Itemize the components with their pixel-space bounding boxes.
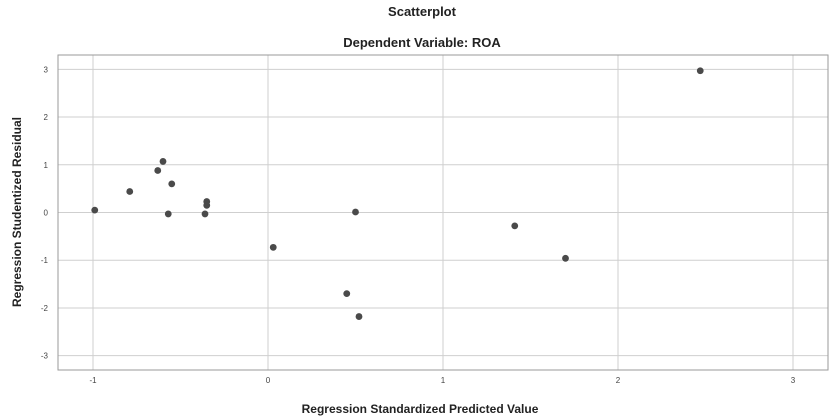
scatter-point	[168, 180, 176, 188]
y-tick-label: 3	[44, 65, 49, 74]
chart-title: Scatterplot	[388, 4, 457, 19]
y-tick-label: -1	[41, 256, 49, 265]
scatter-point	[201, 210, 209, 218]
y-tick-label: 0	[44, 209, 49, 218]
scatter-point	[154, 167, 162, 174]
scatter-point	[164, 210, 172, 218]
y-axis-label: Regression Studentized Residual	[10, 117, 24, 307]
scatter-point	[343, 290, 351, 298]
y-tick-label: -3	[41, 352, 49, 361]
data-points	[91, 67, 704, 320]
x-tick-label: 2	[616, 376, 621, 385]
scatter-point	[511, 222, 519, 230]
y-tick-label: 2	[44, 113, 49, 122]
chart-subtitle: Dependent Variable: ROA	[343, 35, 501, 50]
scatter-point	[159, 158, 167, 165]
plot-frame	[57, 54, 829, 371]
y-tick-label: 1	[44, 161, 49, 170]
scatter-point	[696, 67, 704, 75]
y-tick-label: -2	[41, 304, 49, 313]
scatter-point	[203, 201, 211, 209]
x-tick-label: -1	[89, 376, 97, 385]
scatter-point	[91, 206, 99, 214]
x-tick-label: 3	[791, 376, 796, 385]
scatter-point	[562, 254, 569, 262]
scatter-point	[352, 208, 359, 216]
tick-labels: -1 0 1 2 3 -3 -2 -1 0 1 2 3	[41, 65, 796, 385]
scatter-point	[126, 188, 134, 195]
grid-layer	[58, 55, 828, 370]
x-tick-label: 1	[441, 376, 446, 385]
scatter-point	[269, 243, 277, 251]
scatter-point	[355, 313, 363, 320]
x-tick-label: 0	[266, 376, 271, 385]
x-axis-label: Regression Standardized Predicted Value	[302, 402, 539, 416]
